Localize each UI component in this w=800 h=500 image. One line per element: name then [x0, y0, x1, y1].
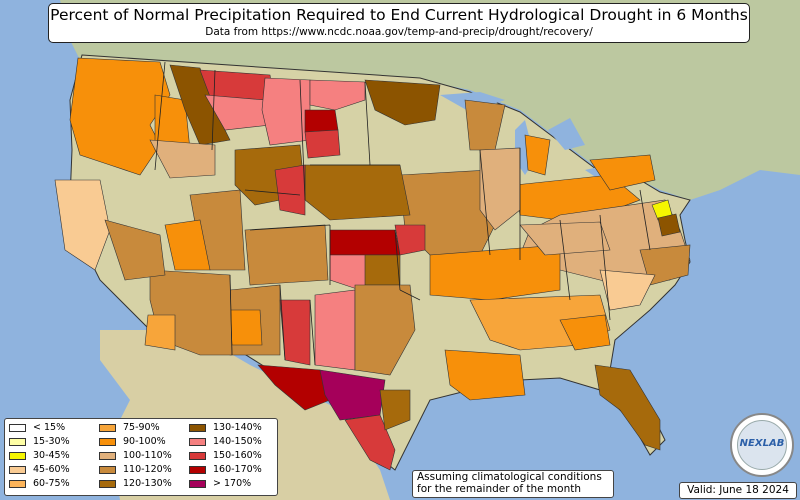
legend-swatch [9, 437, 26, 446]
legend-label: > 170% [213, 478, 252, 489]
region-west-texas [257, 364, 331, 411]
legend-label: < 15% [33, 422, 66, 433]
legend-item: 100-110% [99, 450, 172, 461]
legend-label: 15-30% [33, 436, 70, 447]
region-new-mexico-orange [229, 309, 263, 346]
region-georgia [559, 314, 611, 351]
drought-regions [54, 57, 691, 471]
note-line-1: Assuming climatological conditions [417, 471, 602, 483]
logo-text: NEXLAB [739, 438, 785, 449]
legend-label: 60-75% [33, 478, 70, 489]
legend-item: 30-45% [9, 450, 70, 461]
legend-item: 60-75% [9, 478, 70, 489]
title-box: Percent of Normal Precipitation Required… [48, 3, 750, 43]
region-north-dakota [261, 77, 311, 146]
legend-label: 100-110% [123, 450, 172, 461]
region-maryland-dark [657, 213, 681, 237]
legend: < 15% 15-30% 30-45% 45-60% 60-75% 75-90%… [4, 418, 278, 496]
region-tennessee [429, 244, 561, 301]
region-texas-magenta [319, 369, 386, 421]
legend-label: 110-120% [123, 464, 172, 475]
legend-swatch [99, 479, 116, 488]
legend-swatch [99, 437, 116, 446]
legend-swatch [189, 465, 206, 474]
legend-label: 120-130% [123, 478, 172, 489]
legend-item: > 170% [189, 478, 251, 489]
legend-item: 160-170% [189, 464, 262, 475]
map-title: Percent of Normal Precipitation Required… [50, 6, 748, 24]
region-louisiana [444, 349, 526, 401]
legend-swatch [9, 465, 26, 474]
legend-swatch [9, 423, 26, 432]
canada-landmass [60, 0, 800, 200]
legend-label: 45-60% [33, 464, 70, 475]
legend-item: < 15% [9, 422, 65, 433]
legend-item: 90-100% [99, 436, 166, 447]
region-michigan [524, 134, 551, 176]
valid-date: Valid: June 18 2024 [679, 482, 797, 499]
note-line-2: for the remainder of the month [417, 482, 582, 495]
region-florida [594, 364, 661, 451]
region-carolinas [599, 269, 656, 311]
legend-swatch [189, 451, 206, 460]
globe-icon: NEXLAB [737, 420, 787, 470]
legend-item: 15-30% [9, 436, 70, 447]
legend-item: 45-60% [9, 464, 70, 475]
legend-item: 130-140% [189, 422, 262, 433]
region-new-york [589, 154, 656, 191]
legend-label: 140-150% [213, 436, 262, 447]
legend-label: 75-90% [123, 422, 160, 433]
legend-label: 30-45% [33, 450, 70, 461]
region-oklahoma-brown [364, 254, 401, 286]
region-wyoming-red [274, 164, 306, 216]
region-nevada [164, 219, 211, 271]
legend-item: 75-90% [99, 422, 160, 433]
region-texas-coast [379, 389, 411, 431]
legend-swatch [189, 423, 206, 432]
region-oregon-east [149, 139, 216, 179]
region-kentucky [519, 221, 611, 256]
legend-label: 130-140% [213, 422, 262, 433]
region-california-north [54, 179, 111, 271]
legend-label: 90-100% [123, 436, 166, 447]
legend-swatch [9, 479, 26, 488]
legend-swatch [99, 465, 116, 474]
legend-swatch [189, 479, 206, 488]
legend-swatch [99, 423, 116, 432]
legend-item: 110-120% [99, 464, 172, 475]
assumption-note: Assuming climatological conditions for t… [412, 470, 614, 498]
region-montana-west [169, 64, 231, 146]
region-california-central [104, 219, 166, 281]
region-south-texas [344, 414, 396, 471]
legend-label: 150-160% [213, 450, 262, 461]
legend-item: 140-150% [189, 436, 262, 447]
region-texas-panhandle [314, 289, 356, 371]
region-texas-central [354, 284, 416, 376]
region-nebraska [304, 164, 411, 221]
legend-label: 160-170% [213, 464, 262, 475]
state-borders [154, 61, 651, 366]
region-minnesota-north [364, 79, 441, 126]
region-illinois [479, 147, 521, 231]
legend-swatch [9, 451, 26, 460]
region-colorado [244, 224, 329, 286]
region-dakota-red [304, 129, 341, 159]
legend-swatch [99, 451, 116, 460]
legend-item: 120-130% [99, 478, 172, 489]
region-pacific-northwest [69, 57, 171, 176]
region-kansas-red [394, 224, 426, 256]
region-north-dakota-east [309, 79, 366, 111]
legend-item: 150-160% [189, 450, 262, 461]
legend-swatch [189, 437, 206, 446]
nexlab-logo: NEXLAB [730, 413, 794, 477]
region-arizona-south [144, 314, 176, 351]
map-subtitle: Data from https://www.ncdc.noaa.gov/temp… [205, 26, 593, 38]
region-kansas-dark [329, 229, 401, 256]
region-dakota-dark [304, 109, 339, 133]
